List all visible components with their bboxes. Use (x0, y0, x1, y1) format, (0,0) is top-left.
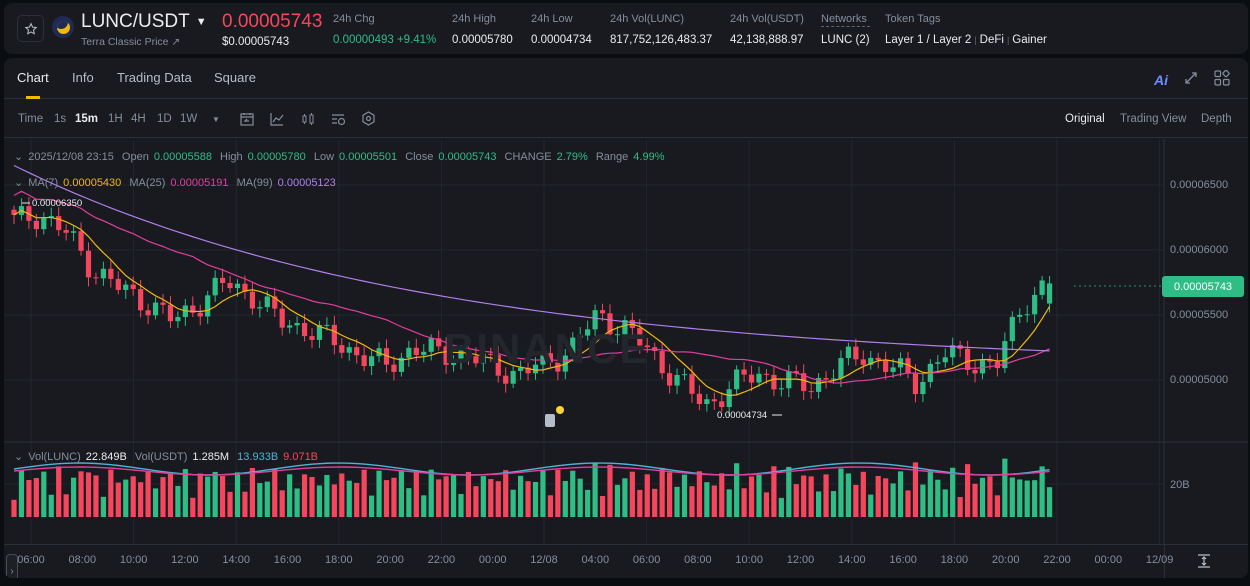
view-trading-view[interactable]: Trading View (1120, 113, 1187, 125)
time-axis-label: 06:00 (17, 554, 45, 566)
tag-layer1[interactable]: Layer 1 / Layer 2 (885, 34, 972, 46)
price-axis-label: 0.00006000 (1170, 244, 1229, 256)
stat-24h-vol-usdt: 24h Vol(USDT) 42,138,888.97 (730, 13, 804, 46)
interval-dropdown-icon[interactable]: ▼ (212, 115, 220, 124)
time-axis-label: 08:00 (68, 554, 97, 566)
interval-1d[interactable]: 1D (157, 113, 172, 125)
volume-axis-label: 20B (1170, 479, 1190, 491)
last-price: 0.00005743 (222, 11, 323, 32)
interval-1h[interactable]: 1H (108, 113, 123, 125)
time-axis-label: 14:00 (838, 554, 866, 566)
coin-price-link[interactable]: Terra Classic Price ↗ (81, 36, 181, 48)
interval-4h[interactable]: 4H (131, 113, 146, 125)
ohlc-legend: ⌄ 2025/12/08 23:15 Open 0.00005588 High 0.0… (14, 151, 665, 163)
lunc-logo-icon (52, 16, 74, 38)
layout-grid-icon[interactable] (1214, 70, 1230, 86)
interval-15m[interactable]: 15m (75, 113, 99, 125)
indicator-chart-icon[interactable] (270, 112, 284, 126)
favorite-button[interactable] (17, 15, 44, 42)
time-axis: 06:00 08:00 10:00 12:00 14:00 16:00 18:00 20:00… (4, 544, 1248, 578)
candle-type-icon[interactable] (301, 112, 315, 126)
tab-chart[interactable]: Chart (17, 70, 49, 85)
time-axis-label: 20:00 (991, 554, 1020, 566)
stat-24h-change: 24h Chg 0.00000493 +9.41% (333, 13, 437, 46)
price-axis-label: 0.00006500 (1170, 179, 1229, 191)
chart-toolbar: Time 1s 15m 1H 4H 1D 1W ▼ Original Tradi… (4, 100, 1248, 138)
tag-gainer[interactable]: Gainer (1012, 34, 1047, 46)
auto-scale-icon[interactable] (1197, 554, 1211, 568)
interval-1w[interactable]: 1W (180, 113, 198, 125)
chart-settings-list-icon[interactable] (331, 112, 346, 126)
time-axis-label: 12/09 (1145, 554, 1174, 566)
price-axis-label: 0.00005000 (1170, 374, 1229, 386)
fullscreen-icon[interactable] (1184, 71, 1198, 85)
panel-tabs: Chart Info Trading Data Square Ai (4, 58, 1248, 99)
tab-trading-data[interactable]: Trading Data (117, 70, 192, 85)
time-axis-label: 12:00 (786, 554, 815, 566)
time-axis-label: 10:00 (735, 554, 763, 566)
pair-selector[interactable]: LUNC/USDT ▼ (81, 11, 207, 33)
time-axis-label: 12/08 (530, 554, 558, 566)
price-chart[interactable]: BINANCE ⌄ 2025/12/08 23:15 Open 0.00005588… (4, 139, 1248, 544)
time-axis-label: 14:00 (222, 554, 250, 566)
stat-24h-high: 24h High 0.00005780 (452, 13, 513, 46)
collapse-chevron-icon[interactable]: ⌄ (14, 451, 24, 463)
view-depth[interactable]: Depth (1201, 113, 1232, 125)
star-icon (24, 22, 37, 35)
ma-legend: ⌄ MA(7) 0.00005430 MA(25) 0.00005191 MA(99)… (14, 177, 336, 189)
ai-button[interactable]: Ai (1154, 72, 1168, 88)
tab-info[interactable]: Info (72, 70, 94, 85)
time-axis-label: 16:00 (273, 554, 302, 566)
time-axis-label: 00:00 (1094, 554, 1123, 566)
time-axis-label: 06:00 (632, 554, 661, 566)
high-marker: 0.00006350 (32, 198, 83, 209)
active-tab-indicator (26, 96, 40, 99)
time-axis-label: 12:00 (171, 554, 199, 566)
calendar-icon[interactable] (240, 112, 254, 126)
stat-networks[interactable]: Networks LUNC (2) (821, 13, 870, 46)
ticker-header: LUNC/USDT ▼ Terra Classic Price ↗ 0.0000… (4, 3, 1248, 54)
time-axis-label: 18:00 (940, 554, 969, 566)
time-axis-label: 22:00 (427, 554, 456, 566)
time-axis-label: 08:00 (684, 554, 712, 566)
chart-panel: Chart Info Trading Data Square Ai Time 1… (4, 58, 1248, 578)
caret-down-icon: ▼ (195, 16, 207, 28)
tab-square[interactable]: Square (214, 70, 256, 85)
time-axis-label: 20:00 (376, 554, 404, 566)
time-axis-label: 22:00 (1043, 554, 1071, 566)
tag-defi[interactable]: DeFi (979, 34, 1004, 46)
low-marker: 0.00004734 (717, 410, 768, 421)
collapse-chevron-icon[interactable]: ⌄ (14, 151, 24, 163)
time-axis-label: 10:00 (119, 554, 148, 566)
price-axis-label: 0.00005500 (1170, 309, 1229, 321)
stat-24h-low: 24h Low 0.00004734 (531, 13, 592, 46)
binance-watermark: BINANCE (444, 325, 650, 372)
current-price-tag: 0.00005743 (1162, 276, 1244, 297)
time-axis-label: 04:00 (581, 554, 610, 566)
settings-hexagon-icon[interactable] (361, 111, 376, 126)
collapse-chevron-icon[interactable]: ⌄ (14, 177, 24, 189)
time-axis-label: 18:00 (325, 554, 353, 566)
volume-legend: ⌄ Vol(LUNC) 22.849B Vol(USDT) 1.285M 13.933… (14, 451, 319, 463)
candlestick-chart[interactable] (4, 139, 1248, 544)
time-label: Time (18, 113, 44, 125)
last-price-usd: $0.00005743 (222, 36, 290, 48)
time-axis-label: 00:00 (478, 554, 507, 566)
stat-24h-vol-lunc: 24h Vol(LUNC) 817,752,126,483.37 (610, 13, 713, 46)
token-tags: Token Tags Layer 1 / Layer 2 | DeFi | Gainer (885, 13, 1047, 46)
time-axis-label: 16:00 (889, 554, 917, 566)
view-original[interactable]: Original (1065, 113, 1105, 125)
interval-1s[interactable]: 1s (54, 113, 67, 125)
pair-name: LUNC/USDT (81, 11, 190, 32)
expand-sidebar-handle[interactable]: › (6, 554, 18, 578)
